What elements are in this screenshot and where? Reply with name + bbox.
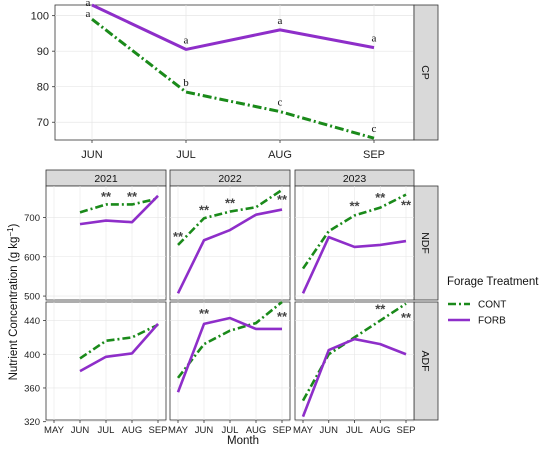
series-line-cont-adf-2021 <box>79 323 159 360</box>
cp-strip-label: CP <box>419 65 431 80</box>
cp-y-tick-label: 80 <box>37 82 49 94</box>
adf-y-tick-label: 400 <box>24 350 40 361</box>
cp-series-line-forb <box>91 3 375 51</box>
x-tick-label: MAY <box>293 425 314 436</box>
cp-x-tick-label: JUN <box>81 149 102 161</box>
series-line-cont-ndf-2022 <box>177 188 283 246</box>
x-tick-label: AUG <box>122 425 143 436</box>
year-strip-label: 2022 <box>218 173 242 185</box>
series-line-forb-ndf-2021 <box>79 194 159 226</box>
series-line-cont-ndf-2021 <box>79 197 159 214</box>
row-strip-label: NDF <box>419 232 431 254</box>
x-tick-label: MAY <box>168 425 189 436</box>
cp-series-line-cont <box>91 18 375 140</box>
significance-stars: ** <box>277 192 288 207</box>
cp-letter-cont: c <box>278 97 283 109</box>
x-tick-label: AUG <box>246 425 267 436</box>
x-tick-label: MAY <box>44 425 65 436</box>
x-tick-label: JUL <box>222 425 239 436</box>
x-tick-label: JUN <box>195 425 214 436</box>
legend-label-forb: FORB <box>478 316 506 327</box>
cp-panel-frame <box>54 4 415 141</box>
legend-title: Forage Treatment <box>447 276 539 288</box>
significance-stars: ** <box>349 198 360 213</box>
row-strip-label: ADF <box>419 351 431 372</box>
y-axis-title-superscript: −1 <box>6 227 15 237</box>
cp-letter-forb: a <box>372 33 377 45</box>
adf-y-tick-label: 360 <box>24 383 40 394</box>
adf-y-tick-label: 440 <box>24 316 40 327</box>
cp-x-tick-label: JUL <box>176 149 196 161</box>
significance-stars: ** <box>401 310 412 325</box>
significance-stars: ** <box>375 302 386 317</box>
significance-stars: ** <box>101 189 112 204</box>
y-axis-title: Nutrient Concentration (g kg−1) <box>6 223 20 380</box>
series-line-cont-adf-2022 <box>176 300 283 379</box>
ndf-y-tick-label: 500 <box>24 292 40 303</box>
significance-stars: ** <box>173 229 184 244</box>
cp-letter-cont: a <box>86 8 91 20</box>
year-strip-label: 2021 <box>94 173 118 185</box>
significance-stars: ** <box>199 202 210 217</box>
significance-stars: ** <box>375 190 386 205</box>
ndf-y-tick-label: 700 <box>24 213 40 224</box>
legend-label-cont: CONT <box>478 300 506 311</box>
row-strip-ndf <box>413 185 439 301</box>
x-tick-label: JUN <box>71 425 90 436</box>
significance-stars: ** <box>199 306 210 321</box>
x-tick-label: JUL <box>346 425 363 436</box>
year-strip-label: 2023 <box>343 173 367 185</box>
series-line-forb-adf-2021 <box>79 323 159 373</box>
series-line-forb-adf-2023 <box>301 337 407 418</box>
cp-strip <box>413 4 439 141</box>
ndf-adf-chart-grid: 2021 2022 2023 NDF 500 600 700 ** ** ** ** ** ** ** **… <box>24 169 439 436</box>
cp-y-tick-label: 90 <box>37 46 49 58</box>
significance-stars: ** <box>225 196 236 211</box>
x-tick-label: SEP <box>396 425 415 436</box>
cp-letter-cont: b <box>183 77 189 89</box>
significance-stars: ** <box>401 198 412 213</box>
cp-y-tick-label: 100 <box>31 11 49 23</box>
x-tick-label: SEP <box>272 425 291 436</box>
x-axis-title: Month <box>227 435 259 447</box>
series-line-forb-ndf-2023 <box>301 235 407 294</box>
cp-x-tick-label: SEP <box>363 149 385 161</box>
series-line-forb-adf-2022 <box>176 316 282 393</box>
x-tick-label: JUL <box>98 425 115 436</box>
ndf-y-tick-label: 600 <box>24 252 40 263</box>
x-tick-label: JUN <box>320 425 339 436</box>
significance-stars: ** <box>277 309 288 324</box>
legend: Forage Treatment CONT FORB <box>447 276 539 327</box>
significance-stars: ** <box>127 189 138 204</box>
cp-x-tick-label: AUG <box>268 149 292 161</box>
x-tick-label: AUG <box>370 425 391 436</box>
x-tick-label: SEP <box>148 425 167 436</box>
series-line-forb-ndf-2022 <box>176 208 283 294</box>
adf-y-tick-label: 320 <box>24 417 40 428</box>
cp-letter-forb: a <box>184 34 189 46</box>
cp-letter-forb: a <box>278 15 283 27</box>
cp-letter-cont: c <box>372 123 377 135</box>
series-line-cont-ndf-2023 <box>301 193 407 270</box>
cp-letter-forb: a <box>86 0 91 9</box>
cp-y-tick-label: 70 <box>37 117 49 129</box>
